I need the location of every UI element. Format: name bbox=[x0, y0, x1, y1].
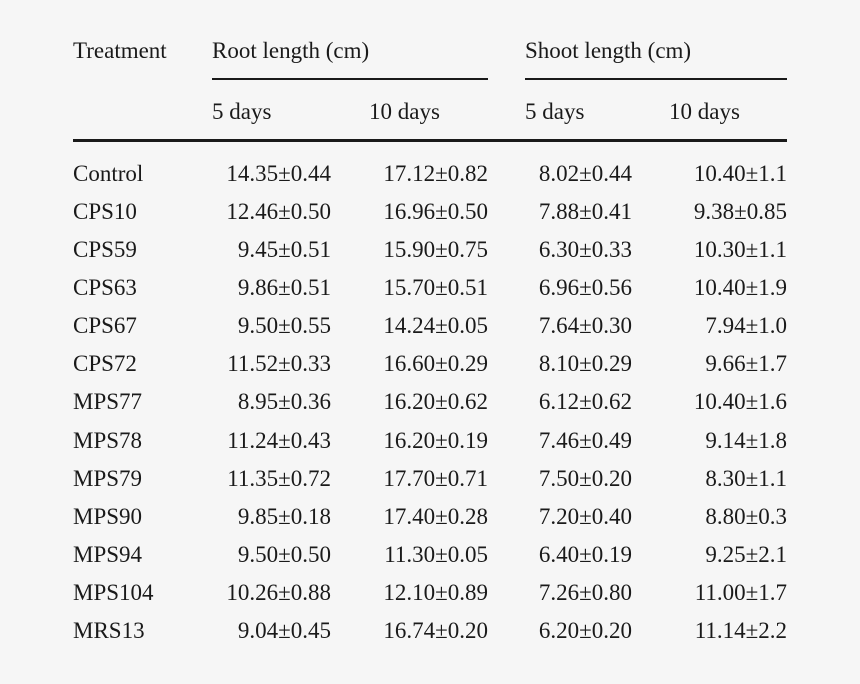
subheader-shoot-5days: 5 days bbox=[525, 99, 585, 124]
cell-root10: 15.70±0.51 bbox=[383, 275, 488, 301]
table-row: CPS63 9.86±0.51 15.70±0.51 6.96±0.56 10.40±1… bbox=[0, 274, 860, 312]
table-row: MPS94 9.50±0.50 11.30±0.05 6.40±0.19 9.25±2.… bbox=[0, 541, 860, 579]
cell-root10: 16.20±0.62 bbox=[383, 389, 488, 415]
cell-root5: 11.24±0.43 bbox=[227, 427, 331, 453]
cell-root5: 11.35±0.72 bbox=[227, 465, 331, 491]
cell-treatment: MRS13 bbox=[73, 617, 145, 643]
cell-root5: 10.26±0.88 bbox=[226, 579, 331, 605]
table-row: CPS10 12.46±0.50 16.96±0.50 7.88±0.41 9.38±0… bbox=[0, 198, 860, 236]
table-row: CPS59 9.45±0.51 15.90±0.75 6.30±0.33 10.30±1… bbox=[0, 236, 860, 274]
cell-shoot10: 10.40±1.9 bbox=[693, 275, 787, 301]
cell-shoot5: 7.64±0.30 bbox=[538, 313, 632, 339]
cell-root10: 17.40±0.28 bbox=[383, 503, 488, 529]
table-row: MPS77 8.95±0.36 16.20±0.62 6.12±0.62 10.40±1… bbox=[0, 388, 860, 426]
cell-treatment: CPS10 bbox=[73, 199, 137, 225]
cell-shoot10: 10.40±1.1 bbox=[693, 161, 787, 186]
cell-shoot10: 7.94±1.0 bbox=[705, 313, 787, 339]
cell-root10: 14.24±0.05 bbox=[383, 313, 488, 339]
cell-shoot10: 8.30±1.1 bbox=[705, 465, 787, 491]
cell-treatment: CPS67 bbox=[73, 313, 137, 339]
cell-root5: 9.86±0.51 bbox=[237, 275, 331, 301]
subheader-root-5days: 5 days bbox=[212, 99, 272, 124]
cell-root10: 16.74±0.20 bbox=[383, 617, 488, 643]
header-treatment: Treatment bbox=[73, 38, 167, 63]
cell-root5: 9.04±0.45 bbox=[237, 617, 331, 643]
shoot-group-rule bbox=[525, 78, 787, 80]
cell-root5: 9.50±0.50 bbox=[237, 541, 331, 567]
cell-treatment: MPS90 bbox=[73, 503, 143, 529]
cell-root5: 12.46±0.50 bbox=[226, 199, 331, 225]
cell-shoot10: 9.14±1.8 bbox=[705, 427, 787, 453]
cell-shoot10: 9.25±2.1 bbox=[705, 541, 787, 567]
cell-shoot10: 11.00±1.7 bbox=[694, 579, 787, 605]
header-shoot-length: Shoot length (cm) bbox=[525, 38, 692, 63]
cell-shoot5: 6.30±0.33 bbox=[538, 237, 632, 263]
cell-treatment: MPS79 bbox=[73, 465, 143, 491]
cell-root5: 11.52±0.33 bbox=[227, 351, 331, 377]
root-group-rule bbox=[212, 78, 488, 80]
table-row: Control 14.35±0.44 17.12±0.82 8.02±0.44 10.4… bbox=[0, 160, 860, 198]
cell-shoot5: 6.96±0.56 bbox=[538, 275, 632, 301]
cell-root5: 14.35±0.44 bbox=[226, 161, 331, 186]
cell-root10: 16.60±0.29 bbox=[383, 351, 488, 377]
table-row: CPS67 9.50±0.55 14.24±0.05 7.64±0.30 7.94±1.… bbox=[0, 312, 860, 350]
cell-shoot10: 11.14±2.2 bbox=[694, 617, 787, 643]
cell-shoot5: 7.88±0.41 bbox=[538, 199, 632, 225]
cell-shoot5: 6.12±0.62 bbox=[538, 389, 632, 415]
cell-root10: 16.20±0.19 bbox=[383, 427, 488, 453]
subheader-shoot-10days: 10 days bbox=[669, 99, 740, 124]
cell-treatment: MPS104 bbox=[73, 579, 154, 605]
cell-root10: 11.30±0.05 bbox=[384, 541, 488, 567]
cell-root10: 17.70±0.71 bbox=[383, 465, 488, 491]
subheader-root-10days: 10 days bbox=[369, 99, 440, 124]
cell-shoot5: 7.46±0.49 bbox=[538, 427, 632, 453]
cell-shoot5: 7.50±0.20 bbox=[538, 465, 632, 491]
cell-shoot10: 10.30±1.1 bbox=[693, 237, 787, 263]
cell-treatment: CPS63 bbox=[73, 275, 137, 301]
table-row: MPS79 11.35±0.72 17.70±0.71 7.50±0.20 8.30±1… bbox=[0, 465, 860, 503]
table-row: MPS104 10.26±0.88 12.10±0.89 7.26±0.80 11.00… bbox=[0, 579, 860, 617]
cell-shoot5: 8.02±0.44 bbox=[538, 161, 632, 186]
table-row: MPS78 11.24±0.43 16.20±0.19 7.46±0.49 9.14±1… bbox=[0, 427, 860, 465]
cell-root5: 9.50±0.55 bbox=[237, 313, 331, 339]
cell-treatment: MPS94 bbox=[73, 541, 143, 567]
cell-shoot10: 9.38±0.85 bbox=[693, 199, 787, 225]
header-rule bbox=[73, 139, 787, 142]
cell-root5: 9.45±0.51 bbox=[237, 237, 331, 263]
cell-shoot10: 8.80±0.3 bbox=[705, 503, 787, 529]
cell-shoot5: 6.20±0.20 bbox=[538, 617, 632, 643]
cell-shoot10: 9.66±1.7 bbox=[705, 351, 787, 377]
cell-root5: 8.95±0.36 bbox=[237, 389, 331, 415]
cell-treatment: MPS78 bbox=[73, 427, 143, 453]
cell-treatment: Control bbox=[73, 161, 144, 186]
cell-shoot5: 7.26±0.80 bbox=[538, 579, 632, 605]
table-row: CPS72 11.52±0.33 16.60±0.29 8.10±0.29 9.66±1… bbox=[0, 350, 860, 388]
cell-root10: 12.10±0.89 bbox=[383, 579, 488, 605]
cell-shoot10: 10.40±1.6 bbox=[693, 389, 787, 415]
cell-root10: 16.96±0.50 bbox=[383, 199, 488, 225]
cell-shoot5: 8.10±0.29 bbox=[538, 351, 632, 377]
header-root-length: Root length (cm) bbox=[212, 38, 370, 63]
cell-shoot5: 7.20±0.40 bbox=[538, 503, 632, 529]
cell-treatment: CPS72 bbox=[73, 351, 137, 377]
cell-treatment: MPS77 bbox=[73, 389, 143, 415]
table-row: MPS90 9.85±0.18 17.40±0.28 7.20±0.40 8.80±0.… bbox=[0, 503, 860, 541]
cell-root5: 9.85±0.18 bbox=[237, 503, 331, 529]
cell-treatment: CPS59 bbox=[73, 237, 137, 263]
cell-root10: 17.12±0.82 bbox=[383, 161, 488, 186]
cell-root10: 15.90±0.75 bbox=[383, 237, 488, 263]
cell-shoot5: 6.40±0.19 bbox=[538, 541, 632, 567]
table-row: MRS13 9.04±0.45 16.74±0.20 6.20±0.20 11.14±2… bbox=[0, 617, 860, 655]
